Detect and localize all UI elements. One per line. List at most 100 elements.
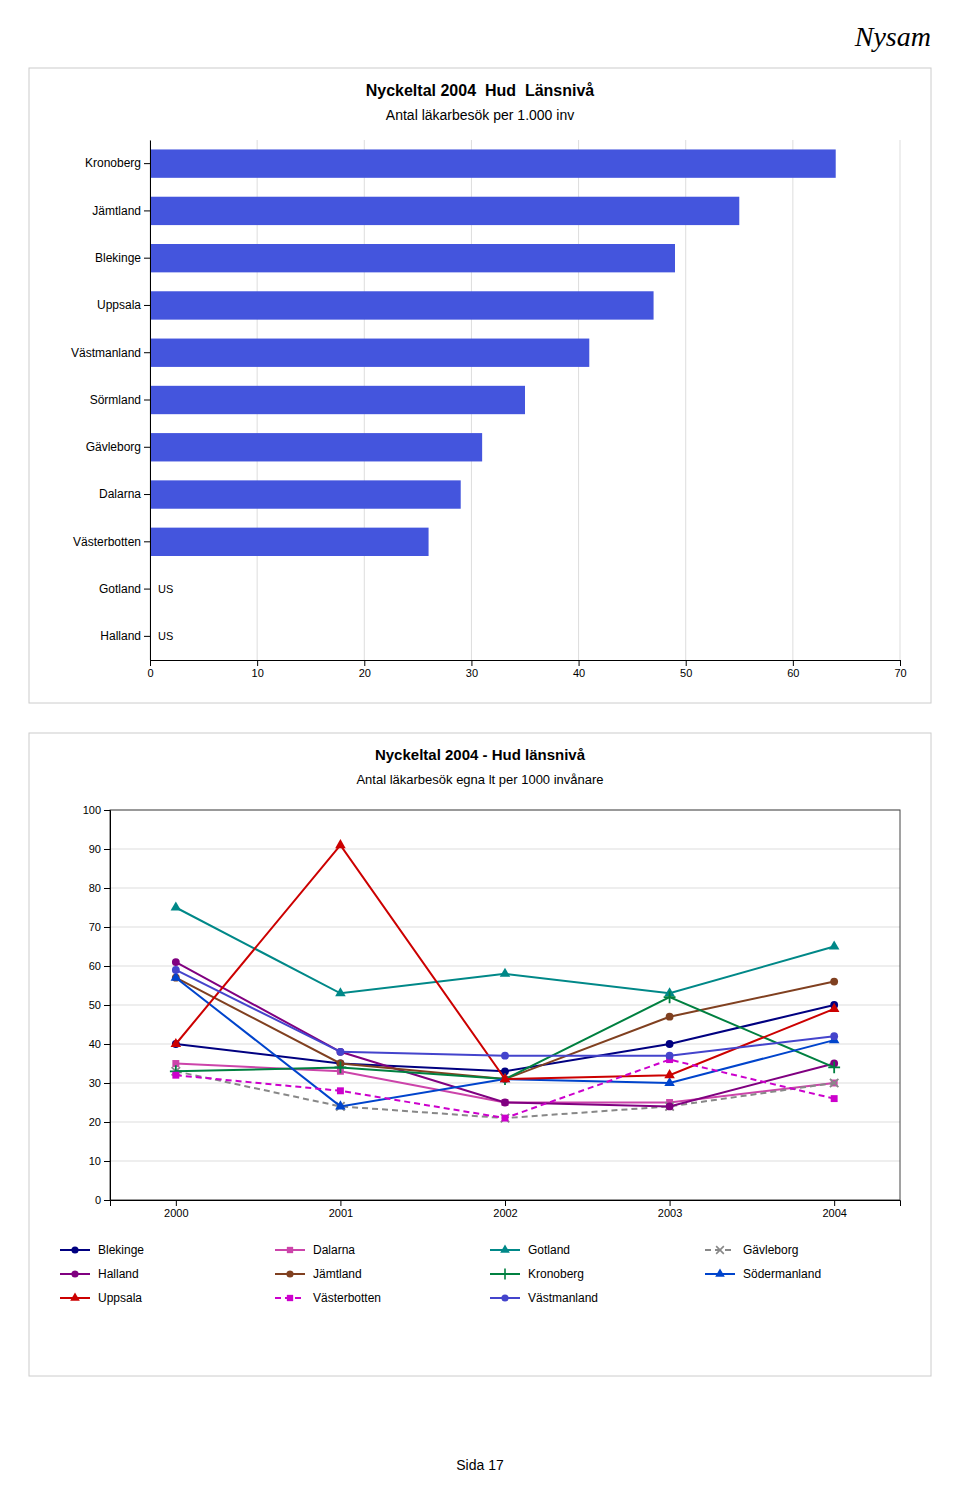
tick-mark xyxy=(257,660,258,666)
tick-mark xyxy=(150,660,151,666)
tick: 2001 xyxy=(329,1200,353,1219)
marker xyxy=(502,1115,509,1122)
tick: Sörmland xyxy=(90,393,150,407)
tick-label: 20 xyxy=(89,1116,101,1128)
marker xyxy=(172,1072,179,1079)
tick: 20 xyxy=(359,660,371,679)
tick-label: Gävleborg xyxy=(86,440,141,454)
axis: HallandGotlandVästerbottenDalarnaGävlebo… xyxy=(71,141,151,661)
tick-label: 0 xyxy=(95,1194,101,1206)
tick-label: 80 xyxy=(89,882,101,894)
marker xyxy=(172,958,180,966)
tick-label: 30 xyxy=(89,1077,101,1089)
bar xyxy=(150,433,482,461)
chart-subtitle: Antal läkarbesök egna lt per 1000 invåna… xyxy=(356,772,603,787)
tick-mark xyxy=(104,1044,110,1045)
tick-mark xyxy=(670,1200,671,1206)
tick-mark xyxy=(104,966,110,967)
tick-mark xyxy=(340,1200,341,1206)
bar xyxy=(150,197,739,225)
tick-mark xyxy=(104,888,110,889)
annotation: Nysam xyxy=(854,21,931,52)
tick: 0 xyxy=(147,660,153,679)
marker xyxy=(501,1114,509,1122)
tick-mark xyxy=(144,400,150,401)
marker xyxy=(335,1100,346,1109)
legend-label: Dalarna xyxy=(313,1243,355,1257)
tick: Västerbotten xyxy=(73,535,150,549)
legend-item: Södermanland xyxy=(705,1267,821,1281)
tick-mark xyxy=(104,849,110,850)
tick-label: 50 xyxy=(89,999,101,1011)
grid-line xyxy=(110,849,900,850)
tick-mark xyxy=(104,927,110,928)
tick-label: 10 xyxy=(89,1155,101,1167)
tick-mark xyxy=(144,636,150,637)
bar xyxy=(150,480,461,508)
tick: Västmanland xyxy=(71,346,150,360)
tick-label: 60 xyxy=(787,667,799,679)
plot-area xyxy=(170,839,840,1122)
tick: 20 xyxy=(89,1116,110,1128)
marker xyxy=(664,1077,675,1086)
tick-mark xyxy=(104,1200,110,1201)
tick-mark xyxy=(104,1083,110,1084)
marker xyxy=(171,1038,182,1047)
tick-mark xyxy=(144,163,150,164)
grid xyxy=(110,810,900,1200)
tick: 2003 xyxy=(658,1200,682,1219)
legend-item: Dalarna xyxy=(275,1243,355,1257)
tick-label: Västmanland xyxy=(71,346,141,360)
marker xyxy=(335,839,346,848)
series-line xyxy=(176,908,834,994)
tick-mark xyxy=(144,305,150,306)
annotation: Sida 17 xyxy=(456,1457,504,1473)
tick: 70 xyxy=(894,660,906,679)
grid-line xyxy=(110,966,900,967)
bar xyxy=(150,149,836,177)
marker xyxy=(500,968,511,977)
axis: 010203040506070 xyxy=(147,660,906,679)
tick-label: Halland xyxy=(100,629,141,643)
grid-line xyxy=(110,888,900,889)
legend-label: Jämtland xyxy=(313,1267,362,1281)
marker xyxy=(831,1095,838,1102)
tick-mark xyxy=(144,541,150,542)
legend-item: Västerbotten xyxy=(275,1291,381,1305)
tick: 70 xyxy=(89,921,110,933)
tick: 30 xyxy=(89,1077,110,1089)
tick: 2004 xyxy=(822,1200,846,1219)
axis: 0102030405060708090100 xyxy=(83,804,111,1206)
grid-line xyxy=(900,140,901,660)
axis-line xyxy=(104,811,111,1201)
tick-mark xyxy=(505,1200,506,1206)
series-line xyxy=(176,970,834,1056)
bar xyxy=(150,291,654,319)
axis-line xyxy=(150,141,151,661)
tick-label: 40 xyxy=(573,667,585,679)
grid-line xyxy=(110,1122,900,1123)
axis-line xyxy=(111,1201,901,1207)
legend-marker xyxy=(715,1268,725,1276)
legend-label: Södermanland xyxy=(743,1267,821,1281)
tick: Gotland xyxy=(99,582,150,596)
tick: Blekinge xyxy=(95,251,150,265)
legend-label: Blekinge xyxy=(98,1243,144,1257)
marker xyxy=(664,1069,675,1078)
tick: 10 xyxy=(252,660,264,679)
tick-mark xyxy=(144,258,150,259)
legend-marker xyxy=(500,1269,511,1280)
legend-marker xyxy=(71,1246,78,1253)
marker xyxy=(337,1048,345,1056)
marker xyxy=(666,1013,674,1021)
marker xyxy=(828,1061,840,1073)
series-line xyxy=(176,978,834,1079)
plot-frame xyxy=(110,810,900,1200)
legend-marker xyxy=(287,1295,293,1301)
tick-label: 2001 xyxy=(329,1207,353,1219)
tick: Halland xyxy=(100,629,150,643)
tick-label: 30 xyxy=(466,667,478,679)
legend-marker xyxy=(716,1246,724,1254)
value-label: US xyxy=(158,583,173,595)
tick: 60 xyxy=(787,660,799,679)
